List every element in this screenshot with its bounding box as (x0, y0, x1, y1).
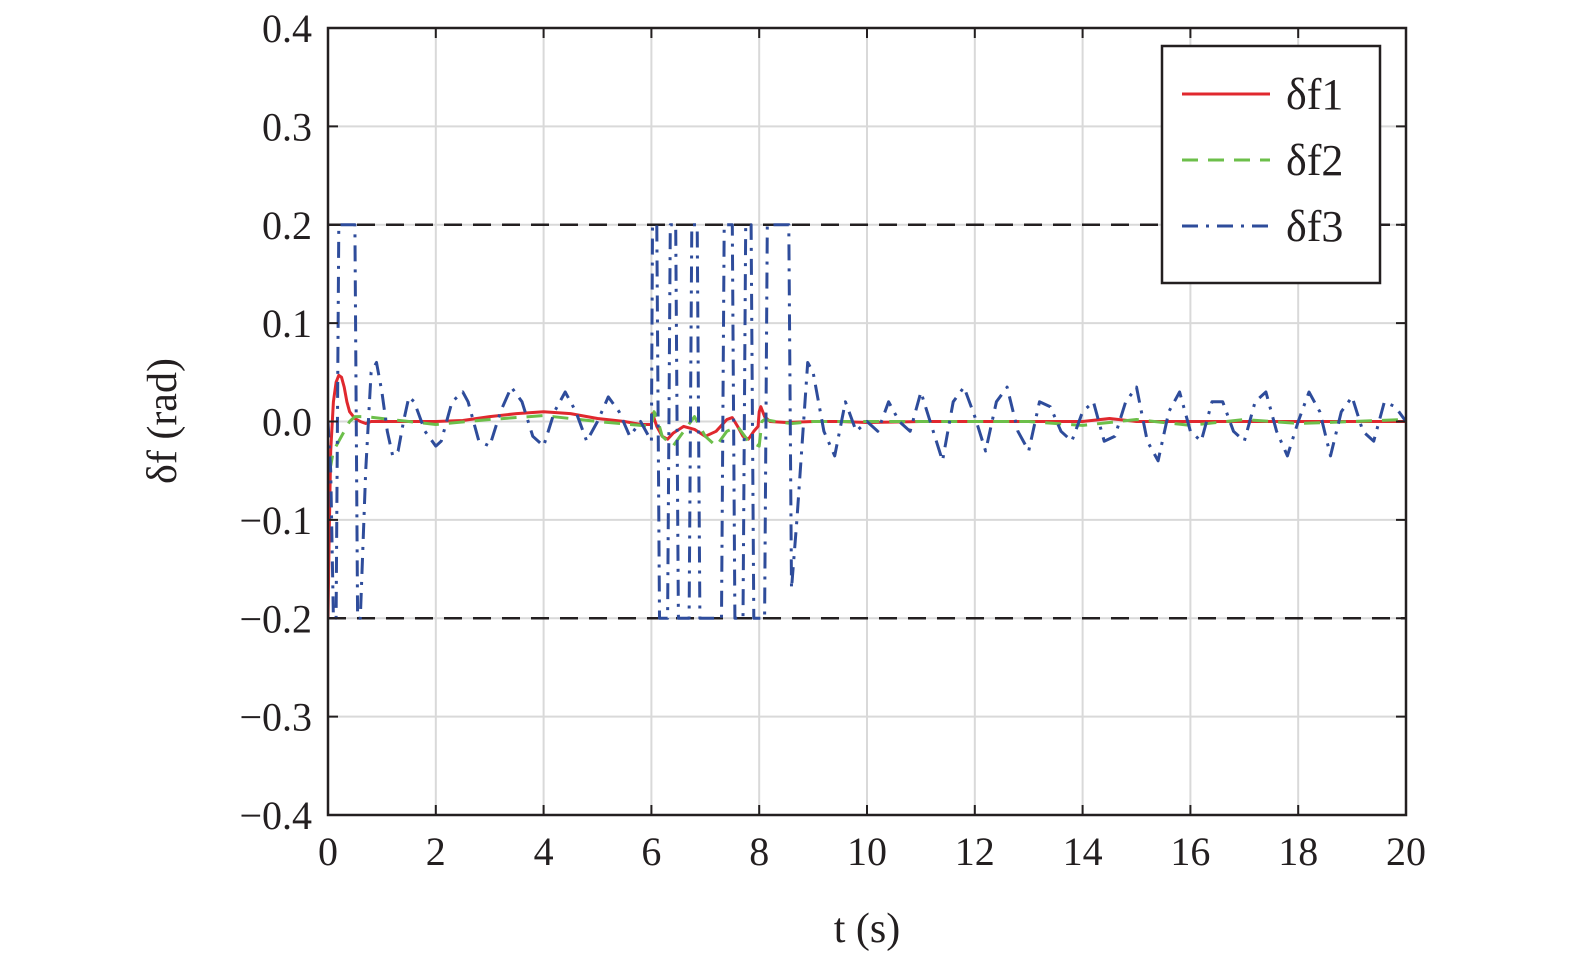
x-tick-label: 20 (1386, 829, 1426, 874)
y-tick-label: 0.4 (262, 6, 312, 51)
series-line-2 (328, 410, 1406, 468)
x-tick-label: 2 (426, 829, 446, 874)
y-tick-label: 0.2 (262, 203, 312, 248)
y-axis-label: δf (rad) (140, 358, 186, 484)
y-tick-label: −0.1 (239, 498, 312, 543)
series-line-1 (328, 373, 1406, 619)
y-tick-label: −0.3 (239, 695, 312, 740)
legend-label-3: δf3 (1286, 202, 1343, 251)
y-axis: −0.4 −0.3 −0.2 −0.1 0.0 0.1 0.2 0.3 0.4 (239, 6, 1406, 838)
x-tick-label: 10 (847, 829, 887, 874)
legend-items: δf1 δf2 δf3 (1182, 70, 1343, 251)
legend-label-2: δf2 (1286, 136, 1343, 185)
x-tick-label: 6 (641, 829, 661, 874)
reference-lines (328, 223, 1406, 620)
x-tick-label: 4 (534, 829, 554, 874)
x-axis: 0 2 4 6 8 10 12 14 16 18 20 (318, 28, 1426, 874)
series-line-3 (328, 223, 1406, 620)
x-tick-label: 0 (318, 829, 338, 874)
x-tick-label: 16 (1170, 829, 1210, 874)
y-tick-label: 0.0 (262, 400, 312, 445)
plot-area (328, 223, 1406, 620)
x-axis-label: t (s) (834, 906, 901, 952)
y-tick-label: −0.4 (239, 793, 312, 838)
series-layer (328, 223, 1406, 620)
y-tick-label: −0.2 (239, 596, 312, 641)
x-tick-label: 18 (1278, 829, 1318, 874)
legend: δf1 δf2 δf3 (1160, 44, 1382, 285)
x-tick-label: 8 (749, 829, 769, 874)
x-tick-label: 12 (955, 829, 995, 874)
legend-box (1160, 44, 1382, 285)
y-tick-label: 0.1 (262, 301, 312, 346)
x-tick-label: 14 (1063, 829, 1103, 874)
legend-label-1: δf1 (1286, 70, 1343, 119)
y-tick-label: 0.3 (262, 104, 312, 149)
